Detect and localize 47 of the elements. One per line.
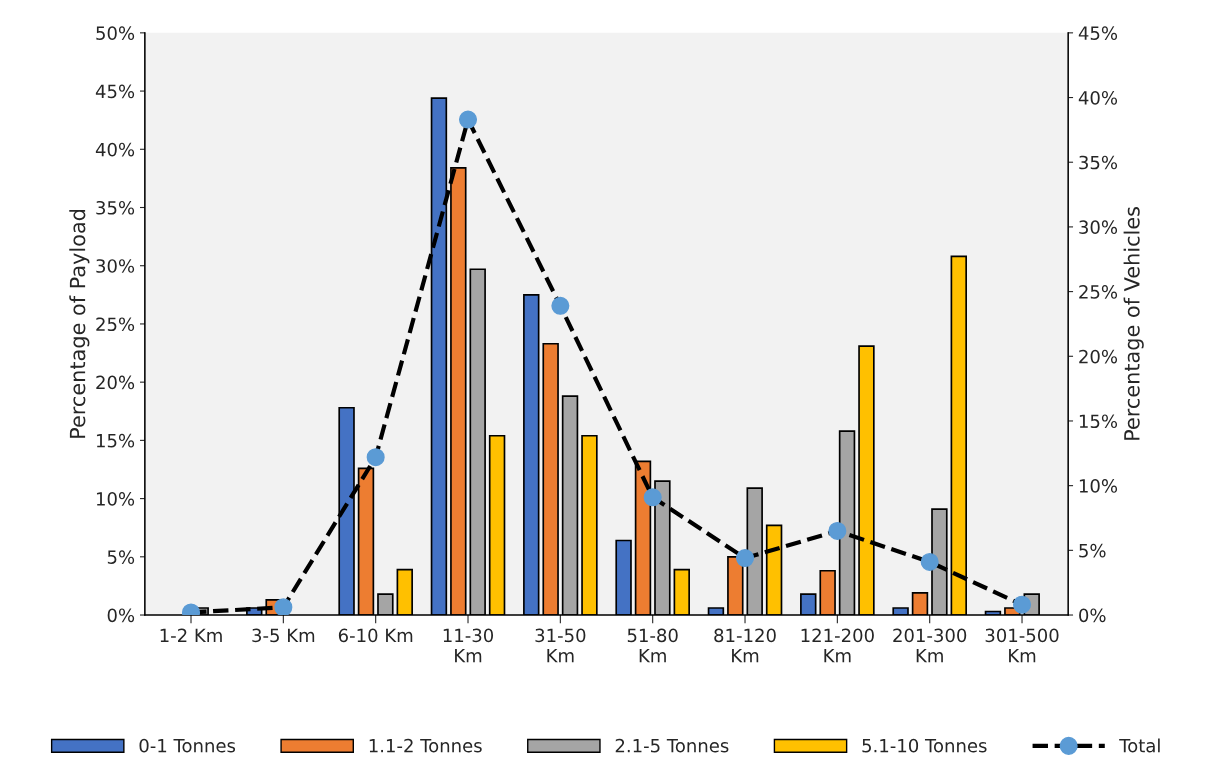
y2-tick-label: 35% [1079, 155, 1118, 170]
legend-label: Total [1119, 738, 1160, 753]
x-tick-label: 1-2 Km [160, 628, 222, 642]
y2-tick-label: 40% [1078, 91, 1118, 105]
point [735, 549, 755, 568]
y2-axis-title: Percentage of Vehicles [1123, 207, 1144, 440]
y-tick-label: 5% [107, 550, 135, 564]
point [458, 110, 478, 129]
point [828, 521, 847, 540]
x-tick-label: 31-50 Km [535, 628, 586, 663]
point [551, 296, 570, 315]
legend-label: 1.1-2 Tonnes [369, 738, 482, 753]
point [920, 552, 939, 572]
x-tick-label: 3-5 Km [252, 628, 315, 643]
point [643, 488, 662, 507]
y-tick-label: 30% [96, 259, 135, 273]
point [1012, 595, 1032, 614]
legend-label: 2.1-5 Tonnes [615, 738, 729, 753]
y-axis-title: Percentage of Payload [69, 209, 90, 438]
y-tick-label: 20% [96, 375, 135, 390]
y2-tick-label: 10% [1079, 479, 1118, 493]
y-tick-label: 15% [96, 433, 135, 448]
x-tick-label: 201-300 Km [893, 628, 967, 663]
legend-label: 5.1-10 Tonnes [862, 738, 987, 753]
y-tick-label: 0% [107, 608, 135, 623]
x-tick-label: 301-500 Km [985, 628, 1059, 663]
y2-tick-label: 45% [1078, 26, 1118, 40]
legend-label: 0-1 Tonnes [139, 738, 236, 753]
y2-tick-label: 20% [1079, 349, 1118, 364]
y2-tick-label: 5% [1079, 543, 1106, 558]
point [274, 598, 293, 616]
y-tick-label: 40% [95, 142, 135, 157]
y2-tick-label: 15% [1079, 414, 1118, 429]
y-tick-label: 50% [96, 26, 135, 40]
x-tick-label: 51-80 Km [627, 628, 678, 663]
y-tick-label: 25% [96, 317, 135, 332]
y-tick-label: 35% [96, 200, 135, 215]
x-tick-label: 11-30 Km [443, 628, 494, 663]
y-tick-label: 10% [96, 492, 135, 506]
y2-tick-label: 25% [1079, 285, 1118, 299]
x-tick-label: 81-120 Km [714, 628, 776, 663]
x-tick-label: 121-200 Km [801, 628, 874, 663]
y-tick-label: 45% [95, 84, 135, 99]
x-tick-label: 6-10 Km [338, 628, 413, 643]
y2-tick-label: 0% [1079, 608, 1106, 623]
y2-tick-label: 30% [1079, 220, 1118, 235]
point [366, 448, 385, 467]
